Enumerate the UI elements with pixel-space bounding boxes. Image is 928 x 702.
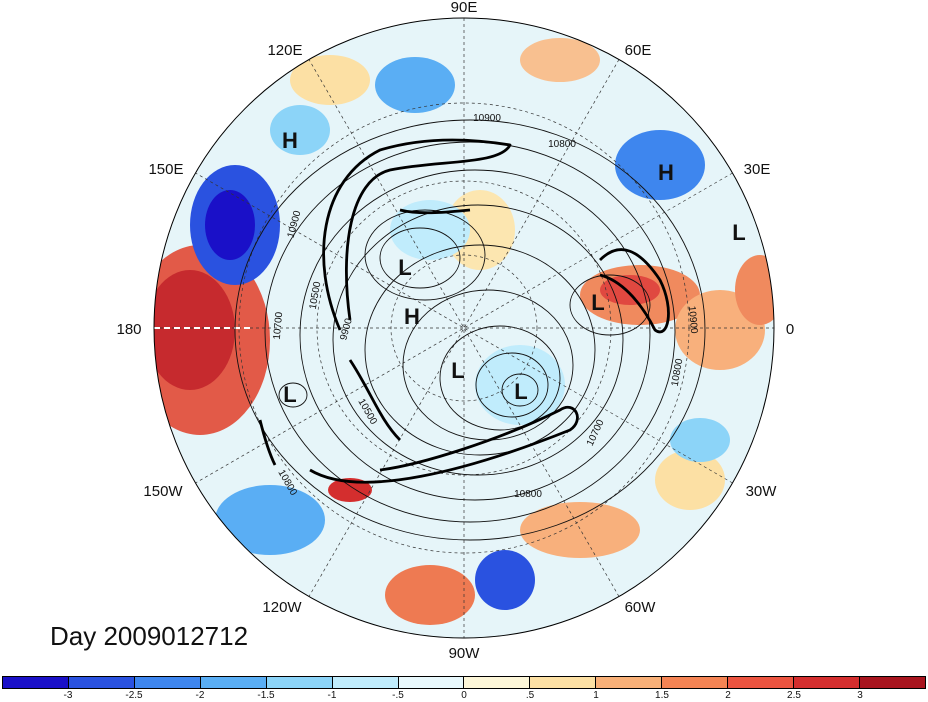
colorbar-box	[200, 677, 267, 688]
jet-contours	[258, 138, 670, 484]
high-center-label: H	[404, 304, 420, 329]
contour-label: 10800	[514, 489, 542, 500]
low-center-label: L	[398, 255, 411, 280]
colorbar-box	[464, 677, 531, 688]
colorbar-box	[859, 677, 925, 688]
lon-label-120w: 120W	[262, 599, 302, 616]
colorbar-tick-label: -1.5	[257, 690, 275, 701]
lon-label-150e: 150E	[148, 161, 183, 178]
day-label: Day 2009012712	[50, 621, 249, 651]
lon-label-180: 180	[116, 321, 141, 338]
pressure-centers: H H L L H L L L L L	[282, 128, 746, 407]
low-center-label: L	[283, 382, 296, 407]
colorbar-box	[728, 677, 795, 688]
colorbar-tick-label: 1.5	[655, 690, 669, 701]
high-center-label: H	[658, 160, 674, 185]
contour-label: 10500	[308, 280, 324, 310]
colorbar-box	[68, 677, 135, 688]
lon-label-150w: 150W	[143, 483, 183, 500]
lon-label-120e: 120E	[267, 42, 302, 59]
colorbar-tick-label: -.5	[392, 690, 404, 701]
colorbar-tick-label: -1	[327, 690, 337, 701]
colorbar-box	[398, 677, 465, 688]
colorbar-tick-label: 1	[593, 690, 599, 701]
lon-label-0: 0	[786, 321, 794, 338]
colorbar-tick-label: -2.5	[125, 690, 143, 701]
colorbar-box	[794, 677, 860, 688]
colorbar-box	[134, 677, 201, 688]
colorbar-tick-label: -2	[195, 690, 205, 701]
lon-label-30w: 30W	[746, 483, 778, 500]
lon-label-90w: 90W	[449, 645, 481, 662]
lon-label-90e: 90E	[451, 0, 478, 16]
colorbar-tick-label: -3	[63, 690, 73, 701]
graticule	[154, 18, 774, 638]
colorbar-tick-label: 2.5	[787, 690, 801, 701]
high-center-label: H	[282, 128, 298, 153]
contour-label: 10800	[548, 139, 576, 150]
low-center-label: L	[732, 220, 745, 245]
colorbar-tick-labels: -3 -2.5 -2 -1.5 -1 -.5 0 .5 1 1.5 2 2.5 3	[2, 690, 926, 702]
lon-label-60w: 60W	[625, 599, 657, 616]
longitude-labels: 90E 60E 30E 0 30W 60W 90W 120W 150W 180 …	[116, 0, 794, 662]
lon-label-30e: 30E	[744, 161, 771, 178]
height-contours	[234, 119, 706, 541]
colorbar-box	[266, 677, 333, 688]
colorbar-box	[3, 677, 69, 688]
low-center-label: L	[514, 379, 527, 404]
low-center-label: L	[451, 358, 464, 383]
colorbar-tick-label: 2	[725, 690, 731, 701]
colorbar-tick-label: 3	[857, 690, 863, 701]
colorbar-tick-label: .5	[525, 690, 535, 701]
colorbar-box	[662, 677, 729, 688]
contour-label: 10900	[473, 113, 501, 124]
map-boundary	[153, 17, 775, 639]
colorbar-box	[530, 677, 597, 688]
colorbar-tick-label: 0	[461, 690, 467, 701]
contour-label: 10800	[670, 357, 686, 387]
contour-label: 10700	[272, 311, 285, 340]
colorbar-box	[332, 677, 399, 688]
lon-label-60e: 60E	[625, 42, 652, 59]
colorbar	[2, 676, 926, 689]
colorbar-box	[596, 677, 663, 688]
low-center-label: L	[591, 290, 604, 315]
contour-label: 10900	[686, 305, 699, 334]
